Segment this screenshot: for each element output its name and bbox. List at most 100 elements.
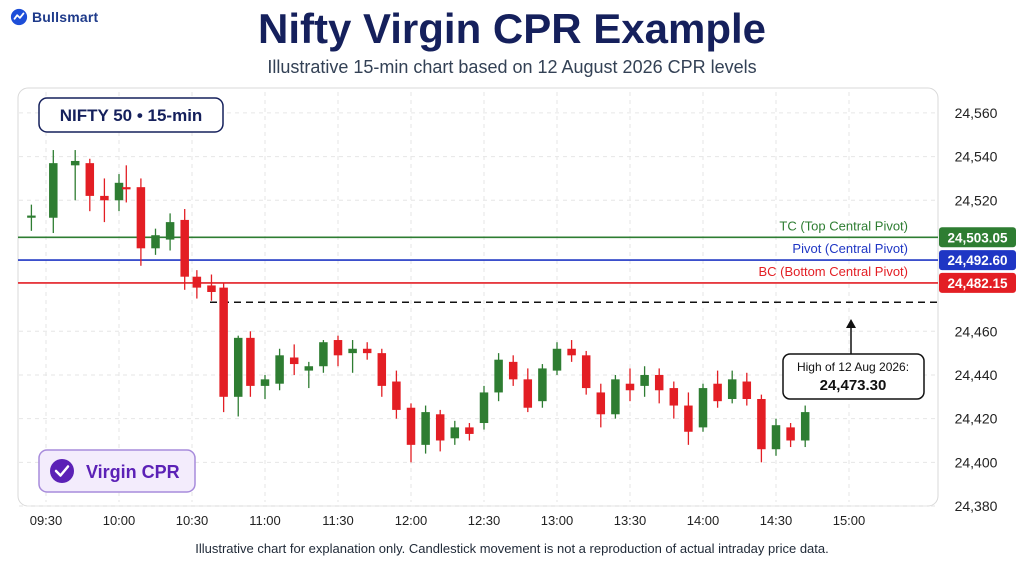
x-tick-label: 13:30 (614, 513, 647, 528)
candle-body (122, 187, 131, 190)
candle-body (348, 348, 357, 354)
prev-high-label: High of 12 Aug 2026: (797, 360, 909, 374)
candle-body (70, 160, 80, 166)
x-tick-label: 14:00 (687, 513, 720, 528)
candle-body (727, 379, 737, 399)
candle (771, 418, 781, 456)
candle (479, 385, 489, 430)
candle-body (219, 287, 228, 397)
candle (207, 274, 216, 301)
candle (625, 368, 635, 402)
candle-body (625, 383, 635, 391)
candle-body (136, 187, 146, 249)
x-tick-label: 12:00 (395, 513, 428, 528)
candle (698, 383, 708, 432)
candle (219, 283, 228, 413)
x-tick-label: 13:00 (541, 513, 574, 528)
y-tick-label: 24,380 (955, 498, 998, 514)
candle-body (479, 392, 489, 424)
y-axis: 24,560 24,540 24,520 24,460 24,440 24,420 24,4… (955, 105, 998, 514)
virgin-cpr-badge: Virgin CPR (38, 449, 196, 493)
plot-frame (17, 87, 939, 507)
bull-logo-icon (10, 8, 28, 26)
candle-body (800, 412, 810, 441)
candle-body (640, 374, 649, 386)
cpr-levels: TC (Top Central Pivot) 24,503.05 Pivot (Ce… (18, 218, 1016, 304)
candle (122, 165, 131, 203)
candle-body (552, 348, 562, 371)
candle (180, 209, 189, 290)
candle-body (49, 163, 58, 218)
x-tick-label: 11:00 (249, 513, 281, 528)
candle (669, 381, 679, 419)
footer-note: Illustrative chart for explanation only.… (195, 541, 829, 556)
symbol-badge: NIFTY 50 • 15-min (38, 97, 224, 133)
candle (596, 383, 606, 428)
candle (260, 374, 270, 399)
candle-body (669, 388, 679, 406)
candle-body (684, 405, 693, 432)
candle-body (246, 337, 255, 386)
candle (348, 340, 357, 373)
candle-body (362, 348, 372, 354)
candle (654, 368, 664, 404)
check-circle-icon (50, 459, 74, 483)
cpr-level-tag (939, 227, 1016, 248)
candle (640, 366, 649, 397)
y-tick-label: 24,540 (955, 149, 998, 165)
candle-body (333, 340, 343, 356)
candle (508, 355, 518, 386)
candle (319, 340, 328, 373)
cpr-level-value: 24,503.05 (947, 230, 1008, 245)
candle-body (523, 379, 533, 408)
cpr-level-label: BC (Bottom Central Pivot) (758, 264, 908, 279)
candle (757, 394, 766, 463)
candle (100, 178, 109, 223)
candle (538, 364, 547, 408)
candle-body (771, 425, 781, 450)
candle (800, 405, 810, 448)
candle (70, 150, 80, 201)
x-tick-label: 09:30 (30, 513, 63, 528)
candle (392, 370, 401, 419)
prev-high-value: 24,473.30 (820, 377, 887, 394)
candle-body (100, 195, 109, 201)
candle-body (465, 427, 474, 434)
candle (786, 423, 795, 448)
candle-body (494, 359, 503, 393)
candle-body (304, 366, 314, 371)
candle-body (406, 407, 416, 445)
cpr-level-label: Pivot (Central Pivot) (792, 241, 908, 256)
candle-body (233, 337, 243, 397)
candle (151, 228, 160, 255)
page-title: Nifty Virgin CPR Example (257, 5, 767, 52)
candle (289, 344, 299, 375)
candle-body (538, 368, 547, 402)
y-tick-label: 24,400 (955, 454, 998, 470)
candle-body (611, 379, 620, 415)
x-axis: 09:30 10:00 10:30 11:00 11:30 12:00 12:30 13:00… (30, 513, 866, 528)
candle-body (165, 222, 175, 240)
candle (523, 368, 533, 413)
candle (450, 420, 460, 445)
candle (165, 213, 175, 251)
candle-body (377, 353, 387, 386)
cpr-level-tag (939, 272, 1016, 293)
candle-body (435, 414, 445, 441)
cpr-level-tag (939, 250, 1016, 271)
x-tick-label: 12:30 (468, 513, 501, 528)
candle-body (596, 392, 606, 415)
candle-body (508, 361, 518, 380)
brand-name: Bullsmart (32, 9, 99, 25)
candle-body (85, 163, 95, 196)
y-tick-label: 24,560 (955, 105, 998, 121)
candles (27, 150, 810, 463)
x-tick-label: 11:30 (322, 513, 354, 528)
candle (727, 370, 737, 404)
candle (406, 403, 416, 463)
candle (742, 372, 752, 406)
candle (246, 331, 255, 397)
candle-body (698, 388, 708, 428)
page-subtitle: Illustrative 15-min chart based on 12 Au… (267, 57, 757, 77)
candle-body (192, 276, 202, 288)
